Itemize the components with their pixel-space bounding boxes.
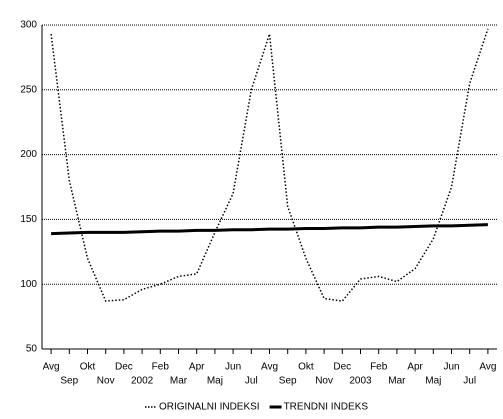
x-tick-label: Maj [425, 376, 441, 387]
x-tick-label: Jul [463, 376, 476, 387]
x-tick-label: Dec [115, 362, 133, 373]
y-tick-label: 150 [20, 214, 37, 225]
x-tick-label: Mar [170, 376, 188, 387]
x-tick-label: Mar [388, 376, 406, 387]
x-tick-label: 2003 [349, 376, 372, 387]
x-tick-label: Avg [479, 362, 496, 373]
legend-label: ORIGINALNI INDEKSI [159, 402, 260, 413]
x-tick-label: Jun [225, 362, 241, 373]
x-tick-label: Sep [60, 376, 78, 387]
y-tick-label: 300 [20, 20, 37, 31]
series-line [51, 223, 488, 236]
x-tick-label: 2002 [131, 376, 154, 387]
x-tick-label: Apr [189, 362, 205, 373]
x-tick-label: Okt [80, 362, 96, 373]
x-tick-label: Maj [207, 376, 223, 387]
x-tick-label: Avg [43, 362, 60, 373]
series-line [50, 28, 489, 302]
legend-label: TRENDNI INDEKS [284, 402, 369, 413]
x-tick-label: Jun [443, 362, 459, 373]
x-tick-label: Nov [97, 376, 115, 387]
y-tick-label: 200 [20, 149, 37, 160]
x-tick-label: Feb [152, 362, 170, 373]
x-tick-label: Sep [279, 376, 297, 387]
x-tick-label: Apr [407, 362, 423, 373]
x-tick-label: Nov [315, 376, 333, 387]
x-tick-label: Jul [245, 376, 258, 387]
y-tick-label: 50 [26, 344, 38, 355]
x-tick-label: Avg [261, 362, 278, 373]
x-tick-label: Okt [298, 362, 314, 373]
y-tick-label: 100 [20, 279, 37, 290]
y-tick-label: 250 [20, 84, 37, 95]
x-tick-label: Feb [370, 362, 388, 373]
x-tick-label: Dec [333, 362, 351, 373]
